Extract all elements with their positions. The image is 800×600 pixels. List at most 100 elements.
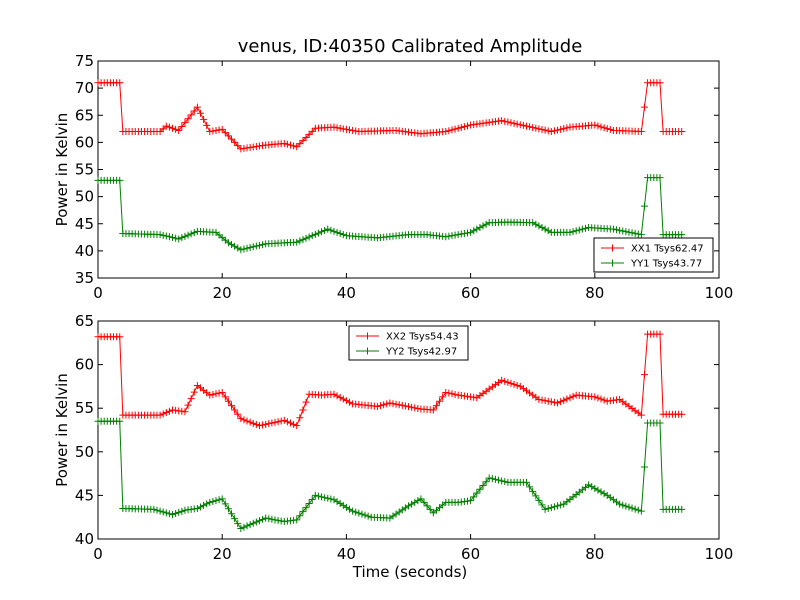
chart-1-series-1-point	[600, 490, 608, 498]
chart-0-y-tick-label: 60	[75, 133, 94, 151]
chart-0-y-axis-label: Power in Kelvin	[53, 113, 71, 227]
chart-0-series-0-point	[504, 118, 512, 126]
chart-0-series-0-point	[193, 103, 201, 111]
chart-0-series-0-point	[554, 126, 562, 134]
chart-0-series-0-point	[196, 109, 204, 117]
chart-0-series-0-point	[175, 126, 183, 134]
chart-1-series-0-point	[206, 391, 214, 399]
chart-0-series-0-point	[206, 128, 214, 136]
chart-0-series-1-point	[476, 224, 484, 232]
chart-1-series-1-point	[585, 481, 593, 489]
chart-0-series-0-point	[336, 124, 344, 132]
chart-0-series-0-point	[330, 123, 338, 131]
chart-1-series-0-point	[442, 389, 450, 397]
chart-0-series-1-point	[156, 231, 164, 239]
chart-0-series-0-point	[547, 128, 555, 136]
chart-1-series-1-point	[237, 525, 245, 533]
chart-1-series-1-point	[597, 488, 605, 496]
chart-1-series-0-point	[389, 400, 397, 408]
chart-0-series-1-point	[637, 231, 645, 239]
chart-1-series-0-point	[259, 421, 267, 429]
chart-1-legend-marker-0	[364, 332, 371, 340]
chart-0-y-tick-label: 65	[75, 106, 94, 124]
chart-1-series-1-point	[622, 502, 630, 510]
chart-0-series-0-point	[212, 126, 220, 134]
chart-1-series-0-point	[231, 406, 239, 414]
chart-0-series-0-point	[457, 123, 465, 131]
chart-1-series-1-point	[169, 511, 177, 519]
chart-1-series-1-point	[206, 498, 214, 506]
chart-1-series-0-point	[436, 397, 444, 405]
chart-1-series-1-point	[631, 505, 639, 513]
chart-1-series-1-point	[628, 504, 636, 512]
chart-1-series-0-point	[336, 393, 344, 401]
chart-1-y-tick-label: 55	[75, 399, 94, 417]
chart-0-series-0-point	[169, 124, 177, 132]
chart-1-series-1-point	[414, 497, 422, 505]
chart-1-series-1-point	[246, 521, 254, 529]
chart-1-series-0-point	[510, 380, 518, 388]
chart-1-series-1-point	[324, 494, 332, 502]
chart-0-series-0-point	[532, 124, 540, 132]
chart-0-series-1-point	[541, 225, 549, 233]
chart-0-y-tick-label: 35	[75, 269, 94, 287]
chart-1-series-1-point	[361, 511, 369, 519]
chart-0-series-1-point	[333, 228, 341, 236]
chart-1-series-1-point	[495, 476, 503, 484]
chart-0-series-1-point	[255, 241, 263, 249]
chart-0-series-1-point	[529, 219, 537, 227]
chart-0-series-1-point	[336, 230, 344, 238]
chart-0-series-1-point	[609, 225, 617, 233]
chart-0-series-0-point	[333, 124, 341, 132]
chart-1-series-0-point	[156, 411, 164, 419]
chart-1-plot-frame	[97, 320, 720, 540]
chart-1-series-0-point	[538, 396, 546, 404]
chart-1-series-0-point	[637, 411, 645, 419]
chart-0-series-1-point	[628, 229, 636, 237]
chart-1-series-0-point	[215, 389, 223, 397]
chart-1-x-tick-label: 0	[93, 545, 103, 563]
chart-1-series-1-point	[529, 487, 537, 495]
chart-0-series-1-point	[463, 229, 471, 237]
chart-0-series-1-point	[656, 174, 664, 182]
chart-1-series-1-point	[221, 500, 229, 508]
chart-1-series-1-point	[293, 516, 301, 524]
chart-1-series-0-point	[302, 398, 310, 406]
chart-1-x-tick-label: 40	[337, 545, 356, 563]
chart-0-series-1-point	[237, 246, 245, 254]
chart-0-series-0-point	[640, 103, 648, 111]
chart-0-series-0-point	[280, 139, 288, 147]
chart-1-series-1-point	[544, 504, 552, 512]
chart-1-series-0-point	[184, 401, 192, 409]
chart-1-series-0-point	[212, 390, 220, 398]
chart-0-legend-box	[593, 237, 714, 273]
chart-0-series-1-point	[178, 234, 186, 242]
figure-title: venus, ID:40350 Calibrated Amplitude	[238, 36, 583, 57]
chart-1-series-1-point	[616, 500, 624, 508]
chart-1-y-axis-label: Power in Kelvin	[53, 373, 71, 487]
chart-0-series-0-point	[349, 126, 357, 134]
chart-1-series-0-point	[501, 377, 509, 385]
chart-0-series-0-point	[346, 126, 354, 134]
chart-1-series-1-point	[470, 493, 478, 501]
chart-0-series-0-point	[165, 123, 173, 131]
chart-0-x-tick-label: 100	[705, 284, 734, 302]
chart-0-series-1-point	[228, 241, 236, 249]
chart-0-series-1-point	[293, 238, 301, 246]
chart-1-series-0-point	[591, 393, 599, 401]
chart-1-series-0-point	[116, 333, 124, 341]
chart-0-series-1-point	[631, 229, 639, 237]
chart-1-x-tick-label: 80	[585, 545, 604, 563]
chart-1-x-tick-label: 100	[705, 545, 734, 563]
chart-0-y-tick-label: 50	[75, 188, 94, 206]
chart-1-series-0-point	[187, 395, 195, 403]
chart-1-series-0	[94, 330, 686, 430]
chart-1-series-0-point	[280, 416, 288, 424]
chart-1-series-0-point	[299, 406, 307, 414]
chart-0-series-1-point	[240, 245, 248, 253]
chart-0-series-0-point	[445, 127, 453, 135]
chart-0-series-1-point	[622, 228, 630, 236]
chart-0-series-1-point	[231, 242, 239, 250]
chart-1-series-1-point	[352, 508, 360, 516]
